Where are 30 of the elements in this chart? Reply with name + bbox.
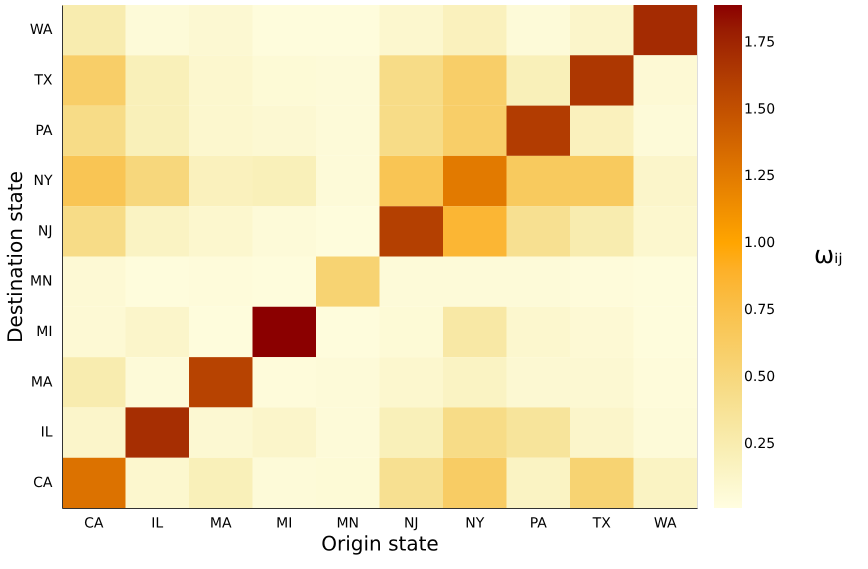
y-tick-label: MA xyxy=(30,374,53,390)
x-tick-label: NJ xyxy=(404,516,419,532)
y-tick-label: PA xyxy=(35,122,53,139)
x-axis-title: Origin state xyxy=(321,532,439,556)
color-bar-label: 0.50 xyxy=(744,368,776,385)
x-tick-label: MN xyxy=(336,516,360,532)
y-tick-label: IL xyxy=(40,424,53,441)
color-bar-label: 1.00 xyxy=(744,235,776,252)
y-tick-label: NJ xyxy=(38,223,52,240)
x-tick-label: NY xyxy=(465,516,485,532)
color-bar-title: ωᵢⱼ xyxy=(814,241,843,269)
x-tick-label: IL xyxy=(151,516,164,532)
x-tick-label: MI xyxy=(276,516,292,532)
x-tick-label: CA xyxy=(84,516,104,532)
y-axis-title: Destination state xyxy=(2,171,27,343)
y-tick-label: WA xyxy=(30,22,53,38)
color-bar-label: 0.25 xyxy=(744,436,776,452)
y-tick-label: MI xyxy=(36,324,52,340)
x-tick-label: TX xyxy=(592,516,612,532)
x-tick-label: WA xyxy=(654,516,677,532)
color-bar-label: 1.50 xyxy=(744,101,776,118)
y-tick-label: CA xyxy=(33,474,53,491)
x-tick-label: MA xyxy=(210,516,232,532)
y-tick-label: NY xyxy=(33,173,53,190)
x-tick-label: PA xyxy=(530,516,548,532)
color-bar-label: 0.75 xyxy=(744,302,776,318)
color-bar-label: 1.25 xyxy=(744,168,776,184)
color-bar-label: 1.75 xyxy=(744,34,776,50)
y-tick-label: TX xyxy=(33,72,53,88)
y-tick-label: MN xyxy=(30,274,52,290)
